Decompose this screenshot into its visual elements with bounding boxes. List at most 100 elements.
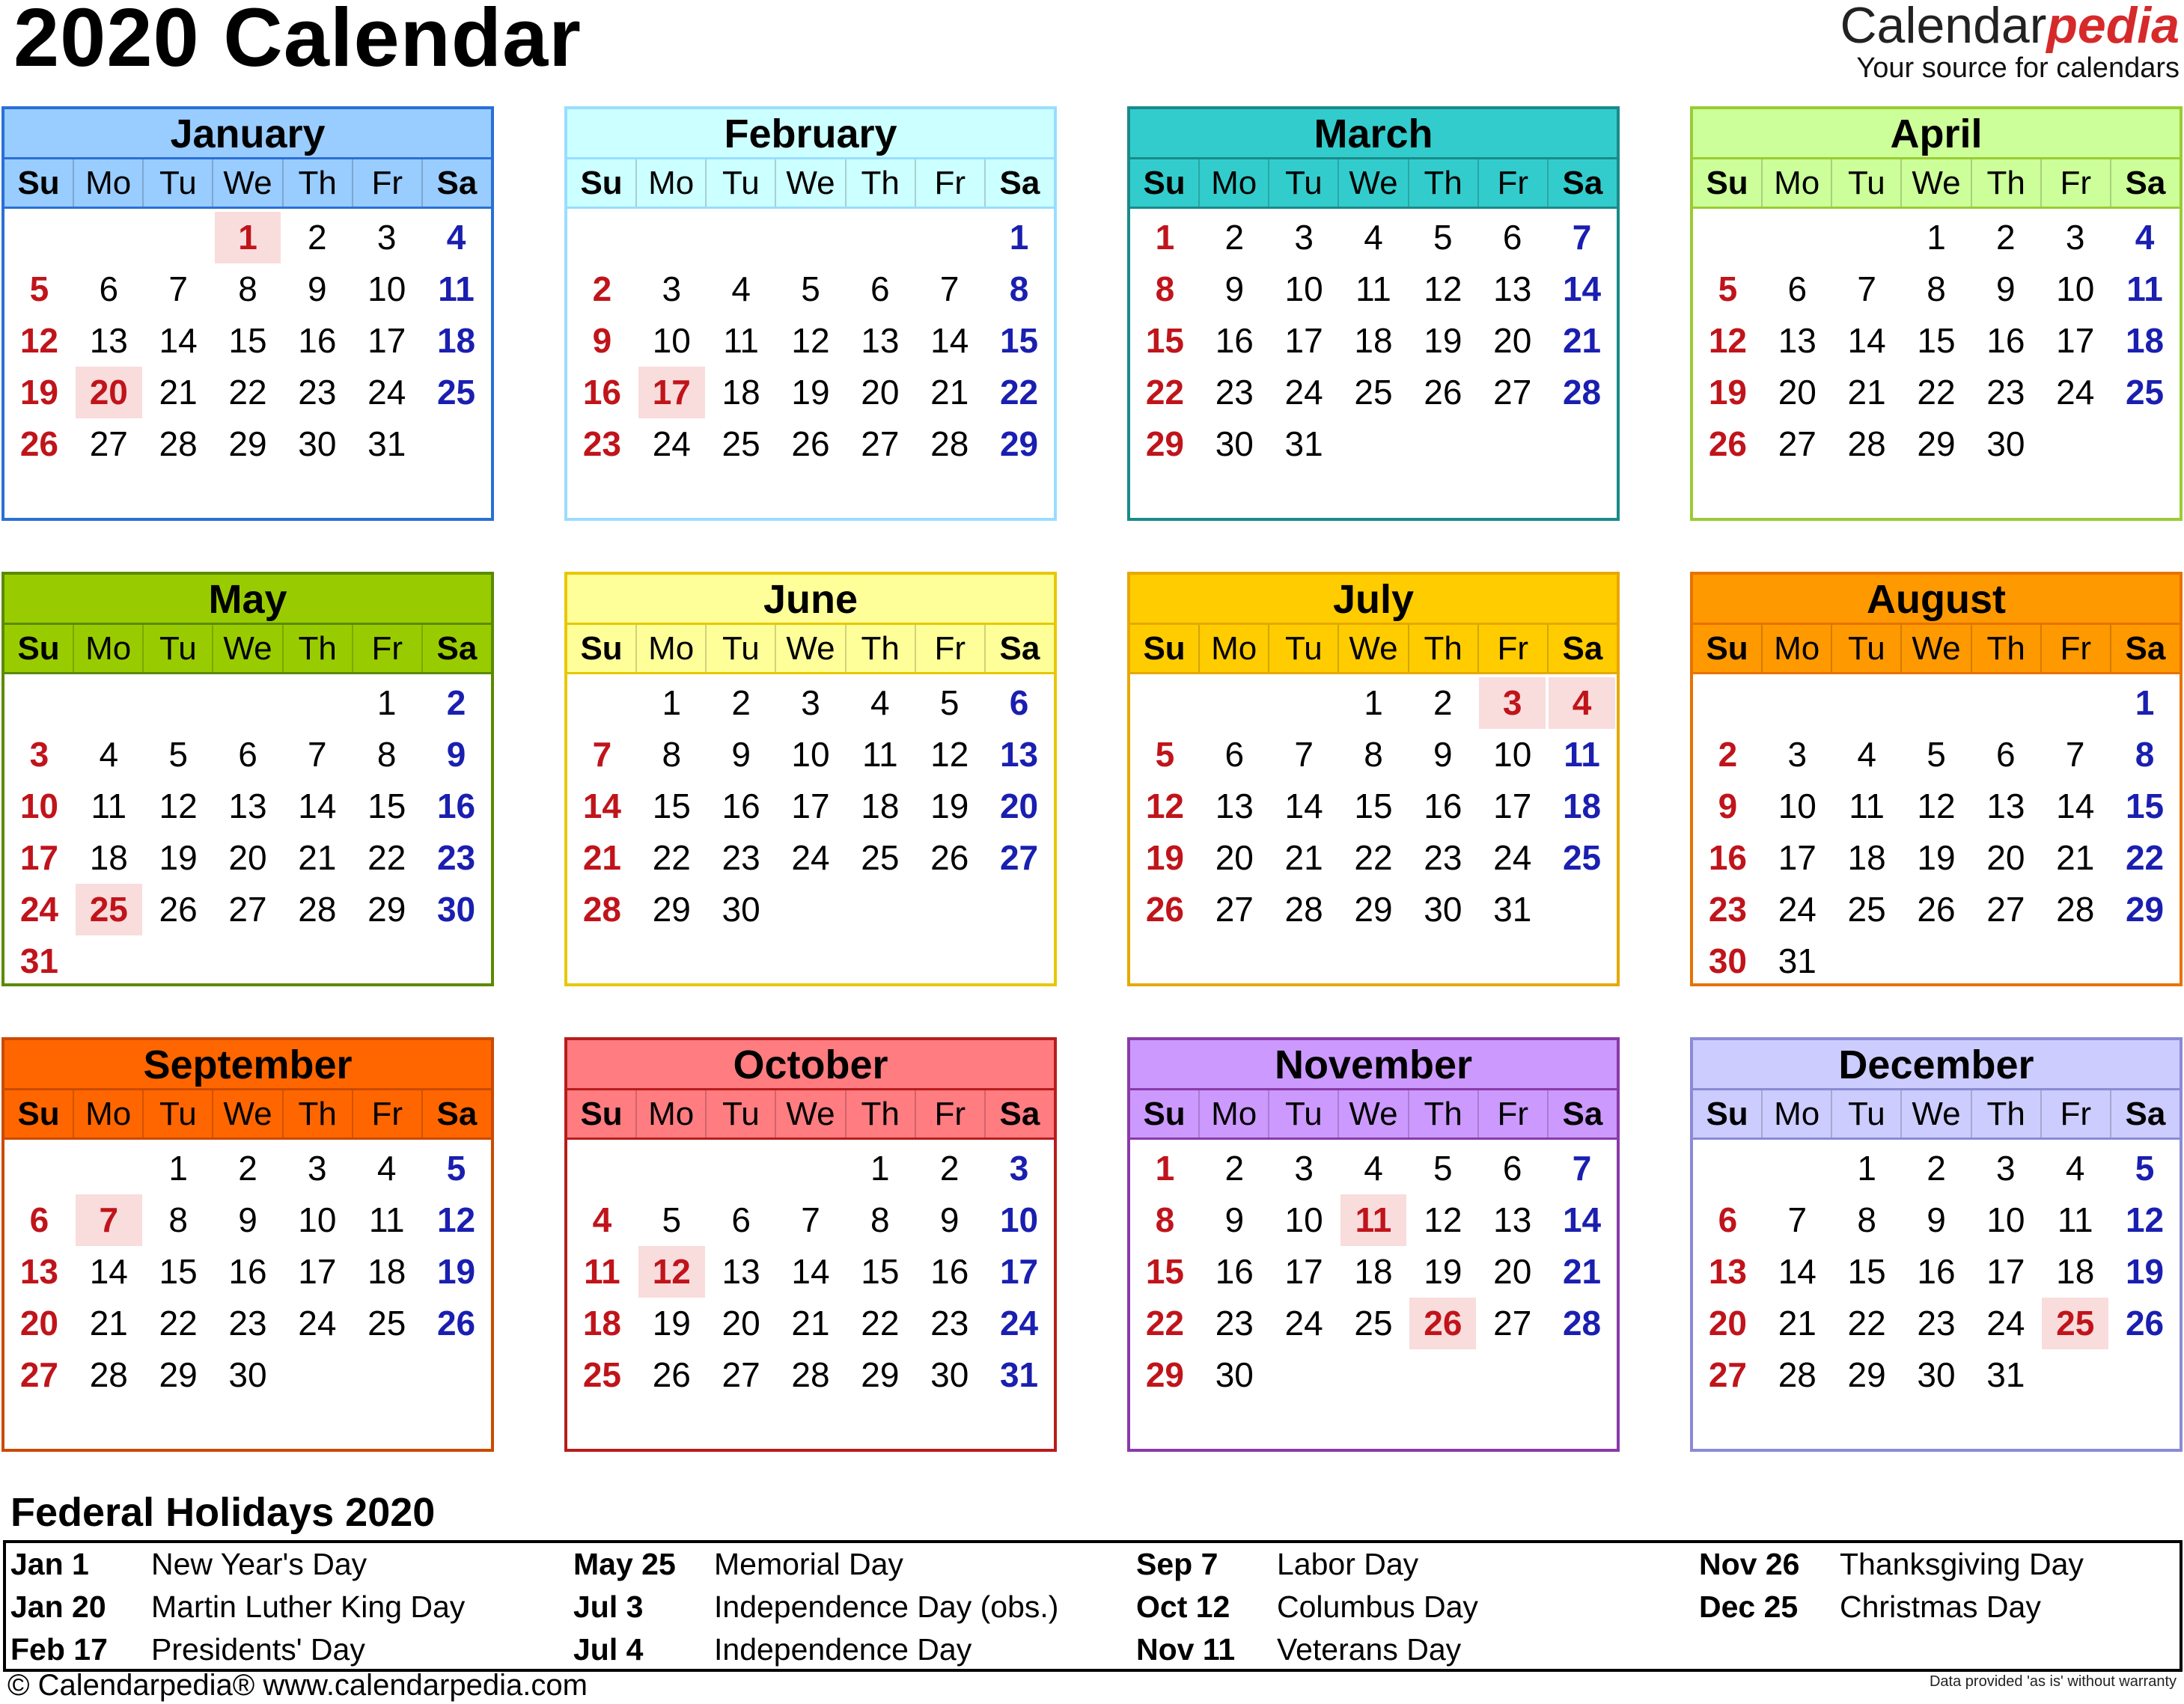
weekday-row: Su Mo Tu We Th Fr Sa: [1693, 625, 2180, 674]
day-cell: 27: [228, 890, 267, 929]
empty-cell: [1971, 677, 2040, 729]
day-cell: 2: [1996, 218, 2016, 257]
day-cell: 24: [652, 424, 691, 463]
weekday-label: Th: [284, 159, 353, 207]
holiday-name: Independence Day (obs.): [714, 1590, 1059, 1624]
weekday-label: Mo: [74, 1090, 144, 1137]
day-grid: 1 2 3 4 5 6 7 8 9 10 11 12 13 14 15 16 17 18 19 20 21 22 23 24 2…: [567, 1143, 1054, 1401]
holiday-row: Jan 20 Martin Luther King Day: [10, 1586, 465, 1628]
weekday-label: We: [213, 159, 284, 207]
day-cell: 24: [1986, 1304, 2025, 1343]
day-cell: 12: [436, 1200, 476, 1239]
day-cell: 10: [2056, 269, 2095, 308]
day-cell: 24: [367, 373, 406, 412]
day-cell: 15: [228, 321, 267, 360]
day-cell: 10: [652, 321, 691, 360]
day-cell: 30: [1708, 941, 1747, 980]
weekday-label: Tu: [707, 1090, 777, 1137]
day-cell: 30: [1215, 1355, 1254, 1394]
empty-cell: [776, 1143, 846, 1194]
month-june: June Su Mo Tu We Th Fr Sa 1 2 3 4 5 6 7 8 9 10 11 12 13 14 15 1…: [564, 572, 1057, 986]
day-cell: 14: [159, 321, 198, 360]
day-cell: 26: [1708, 424, 1747, 463]
day-cell: 1: [1009, 218, 1029, 257]
weekday-label: We: [1339, 159, 1409, 207]
weekday-label: Su: [1693, 1090, 1763, 1137]
day-cell: 23: [298, 373, 337, 412]
holiday-date: Nov 11: [1136, 1632, 1236, 1667]
day-cell: 15: [652, 787, 691, 825]
day-cell: 2: [1224, 1149, 1245, 1188]
day-cell: 5: [662, 1200, 682, 1239]
day-cell: 1: [1364, 683, 1383, 722]
day-cell: 5: [2135, 1149, 2155, 1188]
day-cell: 3: [801, 683, 820, 722]
day-cell: 21: [1562, 321, 1602, 360]
brand-name: Calendarpedia: [1840, 0, 2180, 51]
empty-cell: [144, 677, 213, 729]
month-header: December: [1693, 1040, 2180, 1090]
holiday-date: Feb 17: [10, 1632, 108, 1667]
day-cell: 19: [436, 1252, 476, 1291]
day-cell: 18: [582, 1304, 621, 1343]
day-cell: 1: [1857, 1149, 1876, 1188]
day-cell: 2: [238, 1149, 257, 1188]
day-cell: 17: [298, 1252, 337, 1291]
weekday-label: Sa: [1562, 1096, 1603, 1132]
holiday-day-cell: 3: [1479, 677, 1546, 729]
day-cell: 12: [1424, 1200, 1462, 1239]
day-cell: 7: [308, 735, 327, 774]
day-cell: 3: [308, 1149, 327, 1188]
day-cell: 6: [1009, 683, 1029, 722]
day-cell: 28: [1562, 373, 1602, 412]
day-cell: 14: [1847, 321, 1886, 360]
day-cell: 4: [1364, 1149, 1383, 1188]
brand-logo: Calendarpedia Your source for calendars: [1840, 0, 2180, 85]
weekday-label: We: [213, 1090, 284, 1137]
weekday-label: Mo: [1763, 159, 1833, 207]
day-cell: 11: [1564, 735, 1600, 774]
day-cell: 25: [861, 838, 900, 877]
day-cell: 2: [308, 218, 327, 257]
day-cell: 20: [999, 787, 1039, 825]
day-cell: 14: [1778, 1252, 1817, 1291]
day-cell: 7: [1294, 735, 1314, 774]
day-cell: 9: [1718, 787, 1738, 825]
day-cell: 26: [1424, 373, 1462, 412]
day-cell: 15: [861, 1252, 900, 1291]
day-cell: 13: [228, 787, 267, 825]
holiday-date: Jan 1: [10, 1547, 89, 1581]
day-cell: 19: [19, 373, 58, 412]
day-cell: 6: [1502, 1149, 1522, 1188]
day-grid: 1 2 3 4 5 6 7 8 9 10 11 12 13 14 15 16 17 18 19 20 21 22 23 24 2…: [4, 212, 491, 470]
day-cell: 22: [367, 838, 406, 877]
day-cell: 23: [1215, 1304, 1254, 1343]
holiday-day-cell: 11: [1340, 1194, 1407, 1246]
holiday-row: May 25 Memorial Day: [573, 1543, 903, 1586]
weekday-label: Fr: [916, 159, 986, 207]
day-cell: 13: [999, 735, 1039, 774]
day-cell: 10: [1778, 787, 1817, 825]
holiday-name: Veterans Day: [1277, 1632, 1462, 1667]
day-cell: 8: [2135, 735, 2155, 774]
day-cell: 21: [89, 1304, 128, 1343]
day-cell: 29: [367, 890, 406, 929]
day-cell: 22: [861, 1304, 900, 1343]
holiday-row: Nov 26 Thanksgiving Day: [1699, 1543, 2084, 1586]
weekday-label: Tu: [144, 159, 214, 207]
day-cell: 22: [2125, 838, 2165, 877]
weekday-label: Sa: [2125, 630, 2166, 667]
day-cell: 1: [1155, 218, 1175, 257]
month-january: January Su Mo Tu We Th Fr Sa 1 2 3 4 5 6 7 8 9 10 11 12 13 14…: [1, 106, 494, 521]
month-november: November Su Mo Tu We Th Fr Sa 1 2 3 4 5 6 7 8 9 10 11 12 13 1…: [1127, 1037, 1620, 1452]
holiday-name: Columbus Day: [1277, 1590, 1478, 1624]
weekday-label: Th: [847, 159, 916, 207]
day-cell: 16: [582, 373, 621, 412]
day-cell: 13: [722, 1252, 760, 1291]
day-cell: 9: [1224, 1200, 1245, 1239]
month-september: September Su Mo Tu We Th Fr Sa 1 2 3 4 5 6 7 8 9 10 11 12 13…: [1, 1037, 494, 1452]
holiday-row: Jan 1 New Year's Day: [10, 1543, 367, 1586]
day-cell: 3: [2065, 218, 2085, 257]
day-cell: 19: [1424, 321, 1462, 360]
empty-cell: [1693, 1143, 1763, 1194]
